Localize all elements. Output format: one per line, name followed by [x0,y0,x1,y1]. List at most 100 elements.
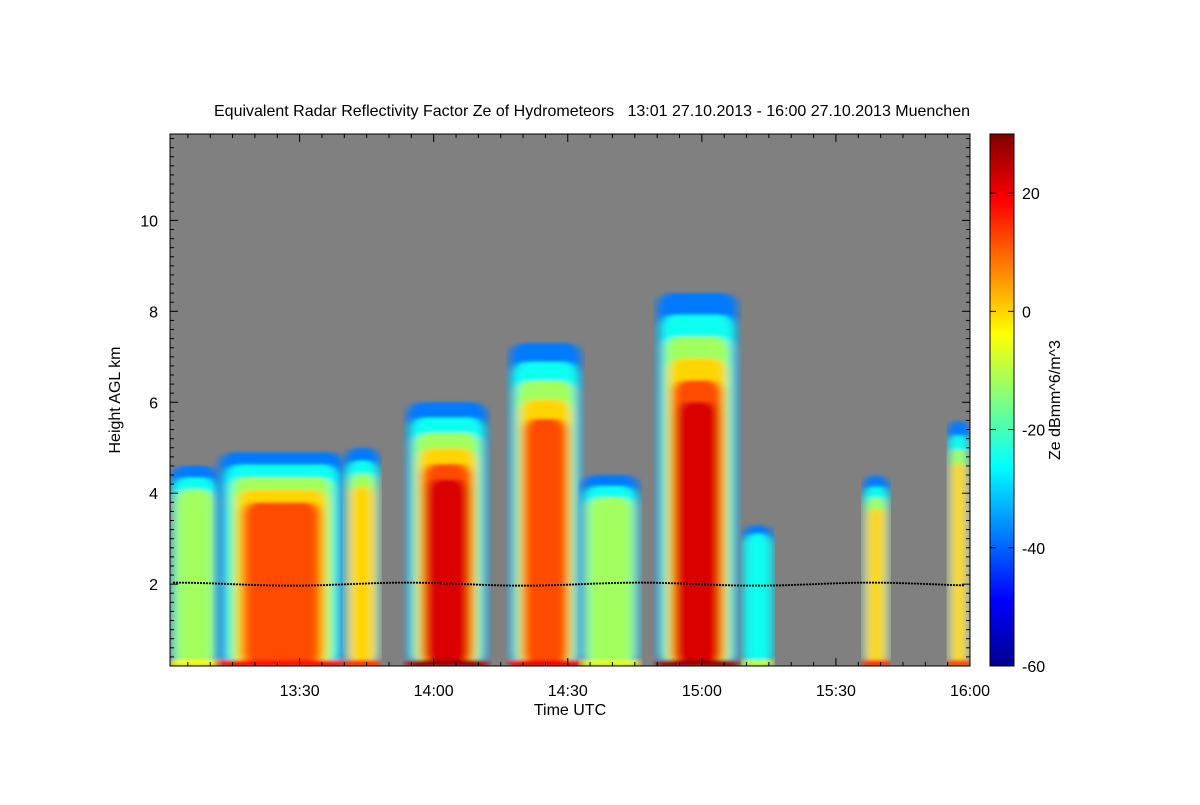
melting-layer-dot [523,584,527,587]
melting-layer-dot [322,583,326,587]
melting-layer-dot [274,584,278,587]
x-tick-label: 13:30 [280,683,320,700]
echo-cell [862,475,890,666]
melting-layer-dot [613,581,617,585]
melting-layer-dot [487,583,491,587]
melting-layer-dot [511,584,515,587]
y-axis-label: Height AGL km [107,346,124,453]
melting-layer-dot [412,581,416,584]
melting-layer-dot [262,584,266,587]
melting-layer-dot [664,581,668,585]
melting-layer-dot [418,581,422,584]
melting-layer-dot [874,581,878,584]
melting-layer-dot [760,584,764,587]
melting-layer-dot [847,581,851,585]
melting-layer-dot [658,581,662,584]
x-axis: 13:30 14:00 14:30 15:00 15:30 16:00 [187,134,990,700]
melting-layer-dot [256,584,260,587]
melting-layer-dot [301,584,305,587]
melting-layer-dot [394,581,398,584]
melting-layer-dot [766,584,770,587]
melting-layer-dot [796,583,800,586]
melting-layer-dot [736,584,740,587]
y-tick-label: 4 [149,486,158,503]
melting-layer-dot [733,584,737,587]
plot-frame [169,133,971,667]
melting-layer-dot [349,582,353,586]
y-tick-label: 10 [140,213,158,230]
melting-layer-dot [226,582,230,586]
x-tick-label: 16:00 [950,683,990,700]
melting-layer-dot [721,584,725,587]
melting-layer-dot [643,581,647,584]
melting-layer-dot [370,582,374,585]
melting-layer-dot [952,583,956,587]
melting-layer-dot [424,581,428,584]
melting-layer-dot [223,582,227,585]
melting-layer-dot [184,581,188,584]
melting-layer-dot [634,581,638,584]
melting-layer-dot [610,581,614,585]
melting-layer-dot [439,582,443,585]
melting-layer-dot [235,583,239,586]
melting-layer-dot [838,582,842,585]
melting-layer-dot [502,584,506,587]
melting-layer-dot [463,583,467,586]
melting-layer-dot [655,581,659,584]
melting-layer-dot [364,582,368,585]
melting-layer-dot [343,583,347,586]
melting-layer-dot [862,581,866,584]
melting-layer-dot [337,583,341,586]
melting-layer-dot [292,584,296,587]
melting-layer-dot [790,583,794,587]
melting-layer-dot [586,582,590,585]
melting-layer-dot [628,581,632,584]
melting-layer-dot [685,582,689,585]
melting-layer-dot [703,583,707,586]
melting-layer-dot [280,584,284,587]
colorbar-tick-label: 20 [1022,186,1040,203]
melting-layer-dot [205,582,209,585]
melting-layer-dot [871,581,875,584]
melting-layer-dot [880,581,884,584]
melting-layer-dot [904,582,908,585]
melting-layer-dot [805,583,809,586]
x-tick-label: 14:00 [414,683,454,700]
melting-layer-dot [559,583,563,587]
melting-layer-dot [574,583,578,586]
melting-layer-dot [244,583,248,586]
melting-layer-dot [466,583,470,586]
melting-layer-dot [955,584,959,587]
melting-layer-dot [517,584,521,587]
melting-layer-dot [706,583,710,586]
melting-layer-dot [397,581,401,584]
melting-layer-dot [763,584,767,587]
melting-layer-dot [220,582,224,585]
melting-layer-dot [457,582,461,586]
melting-layer-dot [259,584,263,587]
melting-layer-dot [667,582,671,585]
echo-cell [581,475,640,666]
melting-layer-dot [799,583,803,586]
melting-layer-dot [271,584,275,587]
melting-layer-dot [571,583,575,586]
echo-cell [406,402,488,666]
melting-layer-dot [478,583,482,586]
melting-layer-dot [895,581,899,585]
melting-layer-dot [844,581,848,585]
melting-layer-dot [532,584,536,587]
melting-layer-dot [856,581,860,584]
melting-layer-dot [526,584,530,587]
melting-layer-dot [430,581,434,585]
melting-layer-dot [949,583,953,587]
melting-layer-dot [919,582,923,585]
melting-layer-dot [283,584,287,587]
melting-layer-dot [580,583,584,586]
melting-layer-dot [925,582,929,586]
x-axis-label: Time UTC [534,702,606,719]
melting-layer-dot [451,582,455,585]
melting-layer-dot [625,581,629,584]
y-axis: 2 4 6 8 10 [140,138,970,667]
melting-layer-dot [769,584,773,587]
melting-layer-dot [922,582,926,586]
